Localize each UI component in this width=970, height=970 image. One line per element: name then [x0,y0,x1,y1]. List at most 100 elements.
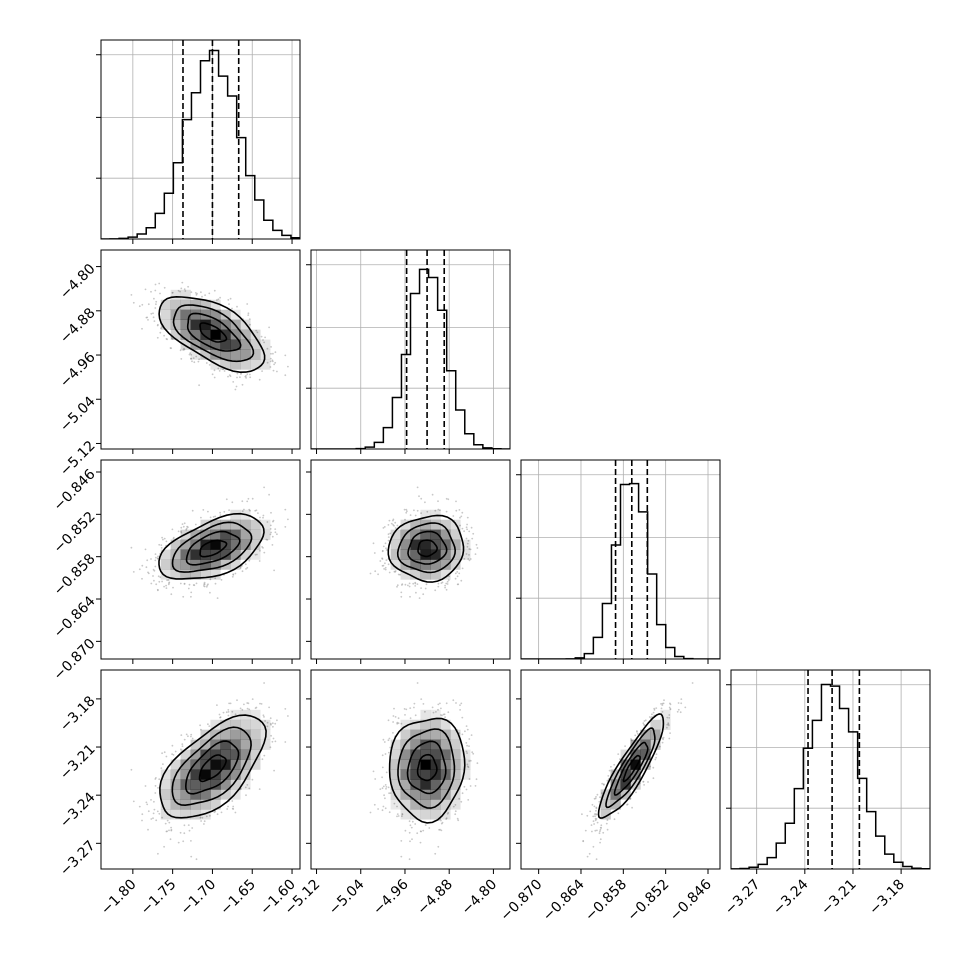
sample-point [652,777,655,780]
sample-point [454,804,457,806]
sample-point [384,562,386,565]
density-cell [230,719,241,730]
density-cell [210,719,221,730]
sample-point [397,815,400,817]
density-cell [180,559,191,570]
sample-point [424,501,426,504]
sample-point [200,820,203,822]
density-cell [440,719,451,730]
sample-point [634,734,637,737]
density-cell [400,809,411,820]
density-cell [250,709,261,721]
sample-point [154,553,157,555]
density-cell [200,799,211,810]
sample-point [269,366,272,368]
sample-point [466,542,469,545]
sample-point [426,510,429,513]
sample-point [263,551,266,554]
sample-point [270,352,272,355]
density-cell [160,769,171,780]
y-tick-label: −3.21 [57,741,99,783]
sample-point [147,828,149,831]
sample-point [153,569,156,572]
sample-point [276,533,278,536]
density-cell [230,709,241,721]
density-cell [420,779,431,790]
density-cell [430,519,441,530]
sample-point [190,840,192,842]
sample-point [387,524,390,526]
y-tick-label: −3.27 [57,838,99,880]
density-cell [420,799,431,810]
sample-point [396,815,398,818]
contour-line [185,530,241,566]
sample-point [180,530,182,533]
sample-point [263,341,265,344]
sample-point [231,307,233,310]
y-tick-label: −4.88 [57,305,99,347]
density-cell [200,519,211,530]
sample-point [414,514,417,517]
sample-point [268,326,270,329]
sample-point [437,500,439,503]
sample-point [457,819,460,822]
sample-point [384,568,387,571]
contour-line [597,713,665,819]
panel-frame [730,669,931,870]
sample-point [437,845,440,848]
sample-point [216,299,218,301]
sample-point [394,716,397,718]
sample-point [599,830,601,833]
sample-point [384,784,387,786]
density-cell [420,729,431,740]
density-cell [240,769,251,780]
sample-point [446,812,449,815]
density-cell [170,779,181,790]
sample-point [409,514,412,516]
x-tick-label: −3.24 [770,876,812,918]
sample-point [596,821,599,824]
density-cell [240,319,251,330]
sample-point [165,755,168,758]
density-cell [210,769,221,780]
sample-point [388,811,391,814]
sample-point [404,518,406,521]
sample-point [466,728,469,731]
sample-point [188,353,191,356]
panel-3-1: −5.12 −5.04 −4.96 −4.88 −4.80 [282,669,511,918]
sample-point [400,722,403,725]
sample-point [454,572,457,575]
sample-point [284,354,287,357]
sample-point [396,584,399,587]
sample-point [461,567,464,570]
sample-point [471,751,474,754]
density-cell [430,719,441,730]
sample-point [383,794,385,797]
sample-point [168,829,170,832]
density-cell [440,569,451,580]
sample-point [270,734,272,737]
sample-point [155,583,158,586]
sample-point [445,588,448,591]
sample-point [468,559,471,562]
density-cell [200,769,211,780]
sample-point [269,533,272,536]
density-cell [640,729,651,740]
sample-point [467,539,470,542]
sample-point [203,820,206,823]
density-cell [450,799,461,810]
density-cell [200,319,211,330]
sample-point [385,771,388,774]
density-cell [200,569,211,580]
sample-point [455,500,457,503]
sample-point [155,300,158,303]
sample-point [236,372,239,375]
sample-point [251,497,254,500]
density-cell [190,539,201,550]
contour-line [407,530,448,565]
density-cell [260,339,271,350]
sample-point [381,809,384,812]
sample-point [268,706,270,709]
sample-point [231,501,234,504]
sample-point [369,572,372,575]
